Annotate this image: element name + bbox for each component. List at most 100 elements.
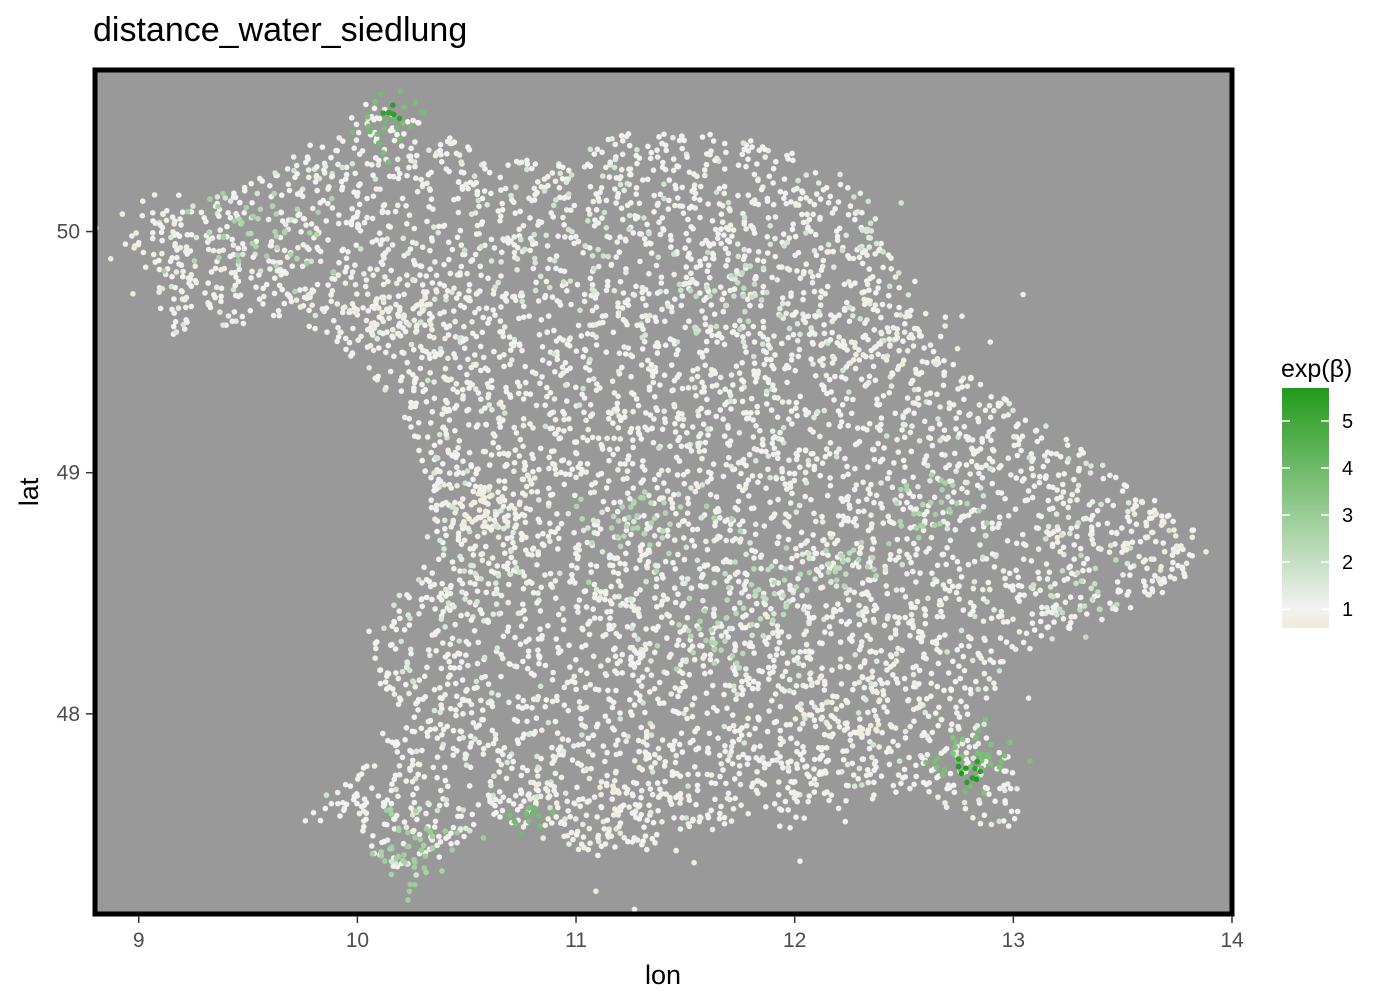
data-point [593,304,600,311]
data-point [972,743,979,750]
data-point [672,685,678,691]
data-point [806,604,812,610]
data-point [662,778,668,785]
data-point [739,691,745,698]
data-point [701,448,708,454]
data-point [1009,643,1015,650]
data-point [336,212,342,218]
data-point [804,211,810,218]
data-point [545,265,551,272]
data-point [735,253,742,260]
data-point [902,774,908,780]
data-point [1141,578,1147,585]
data-point [254,190,261,197]
data-point [429,409,436,415]
data-point [902,594,909,600]
data-point [770,451,777,458]
data-point [978,655,984,661]
data-point [831,397,837,403]
data-point [1014,452,1021,459]
data-point [443,797,450,803]
data-point [680,642,687,649]
data-point [455,209,462,216]
data-point [614,239,620,245]
data-point [853,482,860,488]
data-point [352,262,358,268]
data-point [554,730,561,736]
data-point [803,480,810,486]
data-point [779,399,786,405]
data-point [795,249,802,256]
data-point [188,303,195,310]
data-point [755,681,762,687]
data-point [862,605,869,612]
data-point [663,288,669,295]
data-point [568,562,575,569]
data-point [178,222,184,228]
data-point [744,755,751,761]
data-point [886,303,893,309]
data-point [467,579,474,586]
data-point [447,641,454,647]
data-point [1037,587,1043,594]
data-point [828,630,834,637]
data-point [942,800,948,806]
data-point [965,561,972,568]
data-point [965,759,971,766]
data-point [902,614,908,621]
data-point [895,620,901,626]
data-point [172,319,179,325]
data-point [681,518,687,524]
data-point [440,726,447,733]
data-point [628,531,634,538]
data-point [811,776,818,782]
data-point [365,308,372,314]
data-point [470,821,477,828]
data-point [708,302,715,308]
data-point [691,384,698,391]
data-point [431,686,438,693]
data-point [718,226,724,232]
data-point [406,415,413,422]
data-point [966,643,972,649]
data-point [721,433,728,439]
data-point [980,586,986,593]
data-point [460,734,467,741]
data-point [732,571,739,577]
data-point [440,552,447,558]
data-point [767,653,773,659]
data-point [672,296,678,303]
data-point [900,421,907,428]
data-point [664,527,671,534]
data-point [655,623,661,630]
data-point [213,284,220,291]
data-point [650,167,657,173]
data-point [704,426,711,433]
data-point [813,518,819,525]
data-point [447,135,453,141]
data-point [519,705,526,711]
data-point [648,732,655,738]
data-point [379,237,386,243]
data-point [670,559,676,566]
data-point [1113,474,1119,481]
data-point [388,267,395,274]
data-point [888,519,895,525]
data-point [980,596,987,602]
data-point [573,439,580,445]
data-point [573,686,579,693]
data-point [573,384,579,391]
data-point [754,257,761,263]
data-point [499,207,506,213]
data-point [787,480,794,487]
data-point [484,617,491,623]
data-point [1113,530,1120,537]
data-point [739,725,745,731]
data-point [533,715,540,721]
data-point [865,709,871,716]
data-point [720,473,727,480]
data-point [593,342,600,348]
data-point [520,443,526,450]
data-point [543,697,550,703]
data-point [496,420,503,426]
